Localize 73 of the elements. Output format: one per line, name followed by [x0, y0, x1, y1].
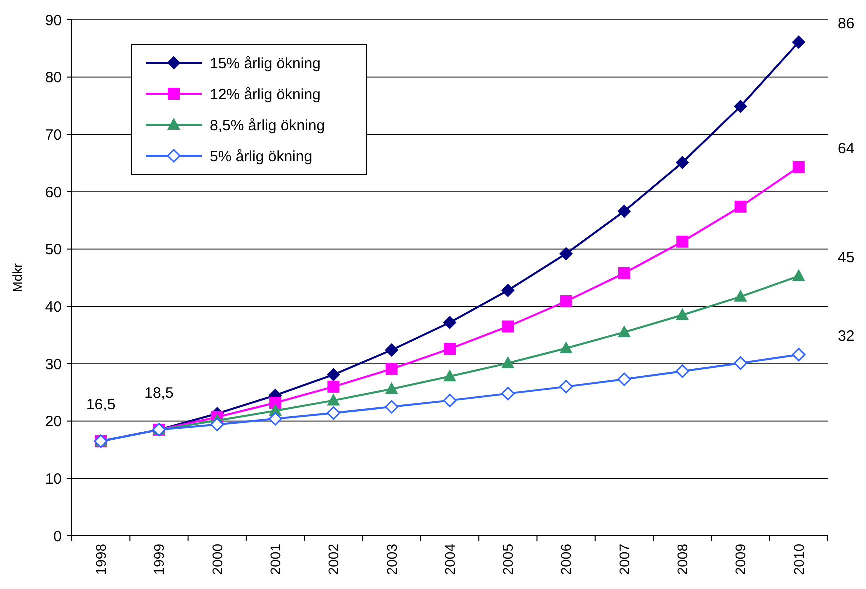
- point: [676, 236, 689, 248]
- point: [560, 380, 574, 394]
- point: [386, 363, 398, 376]
- point: [268, 412, 282, 426]
- y-tick-label: 40: [45, 298, 62, 316]
- y-tick-label: 50: [45, 242, 62, 259]
- point: [444, 316, 456, 330]
- point: [560, 247, 573, 260]
- point: [502, 356, 515, 368]
- x-tick-label: 2001: [267, 544, 284, 576]
- legend-label: 5% årlig ökning: [210, 148, 313, 166]
- y-tick-label: 90: [45, 12, 62, 30]
- y-axis-title: Mdkr: [10, 262, 25, 292]
- x-tick-label: 2010: [790, 544, 807, 576]
- point: [792, 348, 806, 362]
- y-tick-label: 20: [45, 414, 62, 431]
- x-tick-label: 2005: [500, 544, 516, 576]
- annotation: 16,5: [86, 396, 116, 414]
- annotation: 64: [838, 140, 855, 158]
- legend-label: 15% årlig ökning: [210, 55, 321, 72]
- point: [734, 290, 748, 302]
- point: [792, 269, 806, 282]
- point: [734, 100, 748, 114]
- point: [444, 370, 456, 382]
- x-tick-label: 1999: [151, 544, 168, 576]
- point: [618, 204, 631, 218]
- point: [385, 400, 399, 414]
- point: [676, 308, 690, 320]
- x-tick-label: 2009: [732, 544, 749, 576]
- y-tick-label: 60: [45, 184, 62, 202]
- point: [560, 296, 572, 308]
- point: [618, 372, 632, 386]
- x-tick-label: 2003: [384, 544, 400, 576]
- annotation: 18,5: [144, 384, 174, 402]
- point: [385, 382, 398, 394]
- y-tick-label: 70: [45, 126, 62, 144]
- point: [734, 200, 747, 213]
- annotation: 32: [838, 328, 855, 345]
- x-tick-label: 2002: [326, 544, 342, 576]
- point: [502, 320, 514, 333]
- y-tick-label: 10: [45, 470, 62, 488]
- point: [792, 36, 806, 49]
- x-tick-label: 1998: [92, 544, 109, 576]
- point: [327, 368, 340, 382]
- point: [676, 156, 690, 170]
- annotation: 45: [838, 249, 855, 266]
- point: [270, 396, 282, 409]
- point: [734, 356, 748, 370]
- point: [326, 406, 340, 420]
- y-tick-label: 30: [45, 356, 62, 374]
- point: [618, 267, 630, 280]
- point: [385, 344, 398, 357]
- x-tick-label: 2004: [442, 544, 458, 576]
- legend-label: 12% årlig ökning: [210, 86, 321, 104]
- point: [676, 364, 690, 378]
- x-tick-label: 2000: [209, 544, 226, 576]
- point: [560, 342, 573, 354]
- annotation: 86: [838, 15, 855, 32]
- x-tick-label: 2007: [616, 544, 632, 576]
- point: [618, 325, 631, 338]
- legend-label: 8,5% årlig ökning: [210, 117, 326, 134]
- point: [502, 284, 515, 298]
- point: [444, 343, 456, 356]
- point: [443, 394, 457, 408]
- y-tick-label: 80: [45, 70, 62, 87]
- point: [501, 387, 515, 401]
- point: [210, 418, 224, 432]
- point: [792, 161, 805, 174]
- point: [327, 394, 340, 406]
- x-tick-label: 2006: [558, 544, 574, 576]
- x-tick-label: 2008: [674, 544, 691, 576]
- y-tick-label: 0: [54, 528, 62, 546]
- point: [328, 380, 340, 393]
